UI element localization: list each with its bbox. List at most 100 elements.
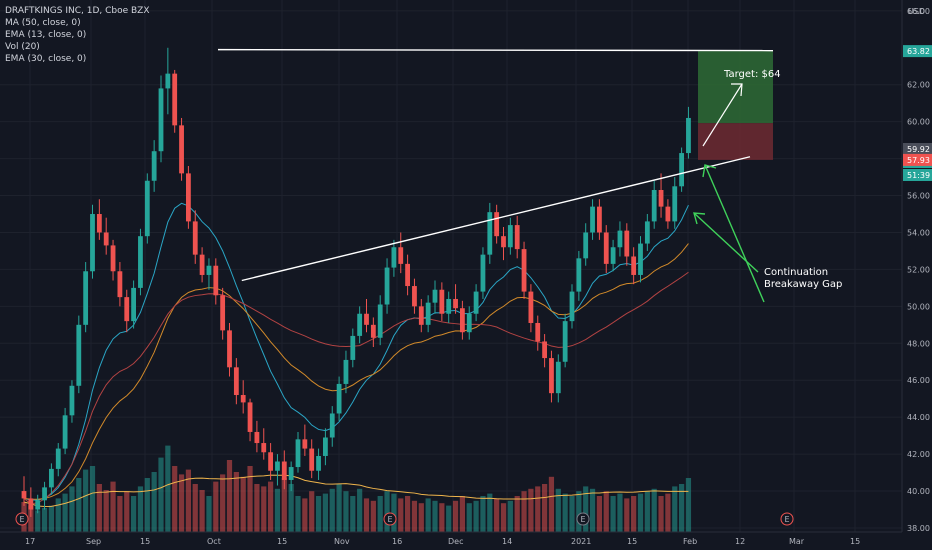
gap-arrow-1 (704, 164, 765, 303)
legend-vol[interactable]: Vol (20) (5, 42, 40, 52)
volume-bar-32 (240, 476, 246, 532)
legend-ema13[interactable]: EMA (13, close, 0) (5, 30, 87, 40)
volume-bar-59 (425, 498, 431, 532)
volume-bar-79 (562, 493, 568, 532)
candle-body-78 (555, 361, 561, 394)
symbol-title[interactable]: DRAFTKINGS INC, 1D, Cboe BZX (5, 6, 150, 16)
indicator-legend: DRAFTKINGS INC, 1D, Cboe BZX MA (50, clo… (5, 5, 150, 65)
volume-bar-7 (69, 486, 75, 532)
volume-bar-38 (281, 478, 287, 532)
legend-ema30[interactable]: EMA (30, close, 0) (5, 54, 87, 64)
candle-body-35 (261, 443, 267, 453)
volume-bar-85 (603, 491, 609, 532)
earnings-marker-3 (576, 512, 590, 526)
candle-body-3 (42, 487, 47, 501)
volume-bar-35 (261, 486, 267, 532)
candle-body-75 (535, 322, 541, 342)
volume-bar-96 (679, 484, 685, 532)
volume-bar-18 (144, 478, 150, 532)
candle-body-73 (521, 249, 527, 292)
volume-bar-84 (596, 496, 602, 532)
time-tick-11: Feb (683, 537, 697, 546)
price-tick-13: 38.00 (907, 524, 930, 533)
candle-body-76 (542, 341, 547, 359)
candle-body-42 (309, 448, 315, 471)
gap-arrow-1-head (702, 164, 717, 178)
legend-ma50[interactable]: MA (50, close, 0) (5, 18, 81, 28)
volume-bar-36 (268, 481, 274, 532)
volume-bar-64 (459, 496, 465, 532)
candle-body-11 (96, 214, 102, 233)
candle-body-74 (528, 291, 534, 323)
volume-bar-9 (83, 469, 89, 532)
price-axis[interactable]: USD66.0062.0060.0058.0056.0054.0052.0050… (901, 0, 932, 550)
candle-body-95 (672, 186, 678, 222)
candle-body-62 (446, 298, 452, 314)
volume-bar-71 (507, 500, 513, 532)
volume-bar-10 (89, 466, 96, 532)
candle-body-38 (281, 461, 287, 480)
candle-body-94 (665, 206, 671, 222)
volume-bar-66 (473, 500, 479, 532)
time-tick-2: 15 (140, 537, 150, 546)
risk-reward-zones[interactable] (698, 51, 773, 160)
candle-body-81 (576, 258, 582, 292)
volume-bar-29 (220, 474, 226, 532)
volume-bar-23 (178, 474, 185, 532)
volume-bar-41 (302, 498, 308, 532)
candle-body-28 (213, 265, 219, 296)
volume-bar-63 (452, 500, 459, 532)
candle-body-41 (302, 439, 308, 449)
volume-bar-39 (288, 484, 294, 532)
earnings-marker-label-3: E (581, 515, 586, 524)
volume-bar-31 (233, 472, 239, 532)
volume-bar-33 (247, 466, 253, 532)
candle-body-96 (679, 153, 684, 187)
volume-bar-26 (199, 490, 205, 532)
volume-bar-70 (500, 503, 507, 532)
event-markers[interactable]: E E EE (15, 512, 794, 526)
candle-body-91 (644, 221, 650, 244)
candle-body-88 (624, 230, 630, 257)
volume-bar-5 (55, 498, 61, 532)
price-tag-3: 51:39 (907, 171, 930, 180)
volume-bar-13 (110, 481, 116, 532)
candle-body-20 (158, 88, 164, 152)
stop-zone (698, 123, 773, 160)
candle-body-0 (21, 491, 27, 499)
price-tag-4: 57.93 (907, 156, 930, 165)
candle-body-1 (28, 498, 34, 510)
volume-bar-20 (158, 457, 164, 532)
time-tick-0: 17 (25, 537, 35, 546)
volume-bar-52 (377, 496, 383, 532)
candle-body-65 (466, 313, 472, 333)
candle-body-60 (432, 289, 438, 303)
volume-bar-21 (165, 445, 171, 532)
time-axis[interactable]: 17 Sep 15 Oct 15 Nov 16 Dec 14 2021 15 Feb 12 Mar 15 (0, 531, 902, 546)
candle-body-52 (377, 304, 383, 338)
volume-bar-93 (658, 496, 664, 532)
volume-bar-87 (617, 493, 623, 532)
volume-bar-16 (131, 496, 137, 532)
candle-body-85 (603, 232, 609, 264)
volume-bar-54 (391, 493, 397, 532)
volume-bar-92 (651, 488, 657, 532)
target-arrow-head (731, 83, 743, 97)
volume-bar-34 (254, 484, 260, 532)
candle-body-15 (124, 297, 130, 322)
price-tick-4: 56.00 (907, 192, 930, 201)
candle-body-77 (549, 358, 554, 394)
price-tick-8: 48.00 (907, 339, 930, 348)
price-tick-7: 50.00 (907, 302, 930, 311)
volume-bar-86 (610, 496, 616, 532)
time-tick-5: Nov (334, 537, 350, 546)
volume-bar-27 (206, 496, 212, 532)
price-tag-0: 63.82 (907, 47, 930, 56)
candle-body-87 (617, 230, 623, 248)
candle-body-58 (418, 306, 424, 325)
volume-bar-40 (295, 496, 301, 532)
candle-body-54 (391, 247, 397, 268)
candle-body-8 (76, 324, 82, 386)
